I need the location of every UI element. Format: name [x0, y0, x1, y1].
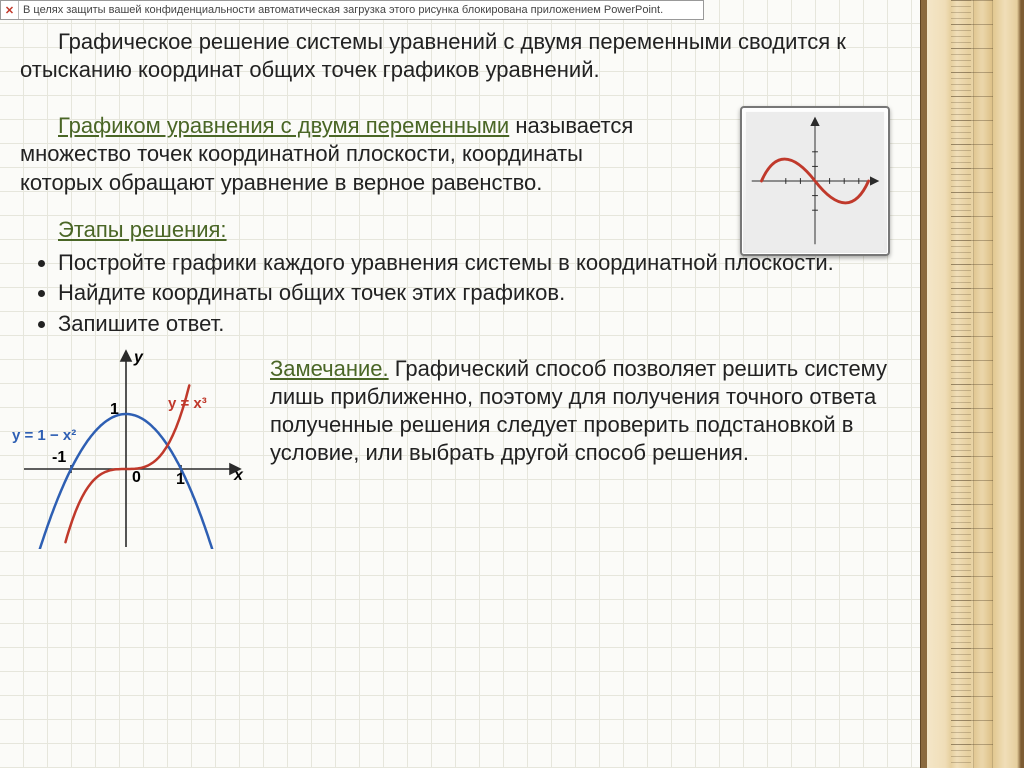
xtick-1: 1 — [176, 471, 185, 489]
definition-text: Графиком уравнения с двумя переменными н… — [20, 112, 660, 196]
blocked-image-bar: ✕ В целях защиты вашей конфиденциальност… — [0, 0, 704, 20]
intro-paragraph: Графическое решение системы уравнений с … — [20, 28, 880, 84]
definition-block: Графиком уравнения с двумя переменными н… — [20, 112, 880, 196]
parabola-label: y = 1 − x² — [12, 427, 76, 444]
note-lead: Замечание. — [270, 356, 389, 381]
stage-item: Найдите координаты общих точек этих граф… — [58, 279, 880, 308]
blocked-image-message: В целях защиты вашей конфиденциальности … — [19, 4, 663, 16]
definition-link: Графиком уравнения с двумя переменными — [58, 113, 509, 138]
ytick-1: 1 — [110, 401, 119, 419]
bottom-row: y x 0 1 1 -1 y = 1 − x² y = x³ Замечание… — [20, 349, 880, 549]
blocked-image-x-icon: ✕ — [1, 1, 19, 19]
ruler-decoration — [920, 0, 1024, 768]
slide-content: Графическое решение системы уравнений с … — [0, 20, 900, 549]
xtick-neg1: -1 — [52, 449, 66, 467]
y-axis-label: y — [134, 349, 143, 367]
sine-thumbnail-svg — [742, 108, 888, 254]
origin-label: 0 — [132, 469, 141, 487]
stage-item: Запишите ответ. — [58, 310, 880, 339]
cubic-label: y = x³ — [168, 395, 207, 412]
example-chart: y x 0 1 1 -1 y = 1 − x² y = x³ — [16, 349, 246, 549]
note-paragraph: Замечание. Графический способ позволяет … — [270, 355, 900, 468]
x-axis-label: x — [234, 467, 243, 485]
stages-list: Постройте графики каждого уравнения сист… — [58, 249, 880, 339]
example-chart-svg — [16, 349, 246, 549]
sine-thumbnail — [740, 106, 890, 256]
